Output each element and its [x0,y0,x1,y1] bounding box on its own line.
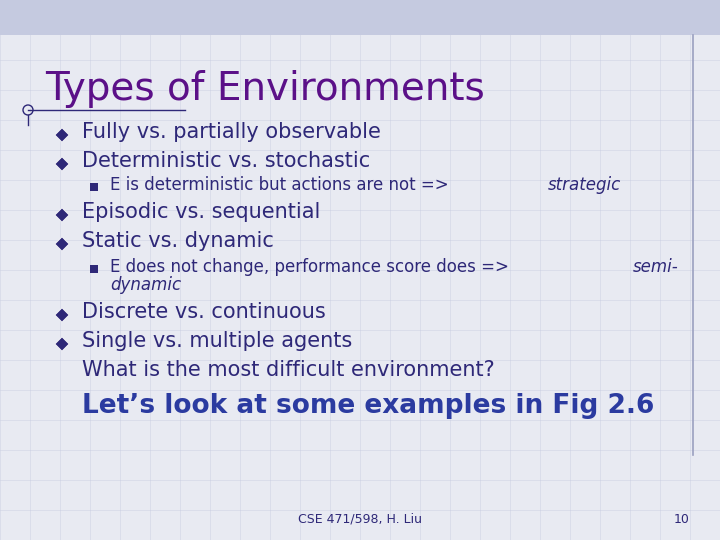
Text: Static vs. dynamic: Static vs. dynamic [82,231,274,251]
Text: Episodic vs. sequential: Episodic vs. sequential [82,202,320,222]
Polygon shape [55,308,69,322]
Text: 10: 10 [674,513,690,526]
Text: Deterministic vs. stochastic: Deterministic vs. stochastic [82,151,370,171]
Text: Discrete vs. continuous: Discrete vs. continuous [82,302,325,322]
Text: E does not change, performance score does =>: E does not change, performance score doe… [110,258,514,276]
Text: Let’s look at some examples in Fig 2.6: Let’s look at some examples in Fig 2.6 [82,393,654,419]
Polygon shape [55,337,69,351]
Text: dynamic: dynamic [110,276,181,294]
Bar [0,0,720,35]
Bar [90,265,98,273]
Text: Single vs. multiple agents: Single vs. multiple agents [82,331,352,351]
Text: What is the most difficult environment?: What is the most difficult environment? [82,360,495,380]
Polygon shape [55,157,69,171]
Polygon shape [55,128,69,142]
Text: CSE 471/598, H. Liu: CSE 471/598, H. Liu [298,513,422,526]
Text: Types of Environments: Types of Environments [45,70,485,108]
Text: semi-: semi- [633,258,678,276]
Bar [90,183,98,191]
Polygon shape [55,237,69,251]
Text: Fully vs. partially observable: Fully vs. partially observable [82,122,381,142]
Text: E is deterministic but actions are not =>: E is deterministic but actions are not =… [110,176,449,194]
Polygon shape [55,208,69,222]
Text: strategic: strategic [548,176,621,194]
